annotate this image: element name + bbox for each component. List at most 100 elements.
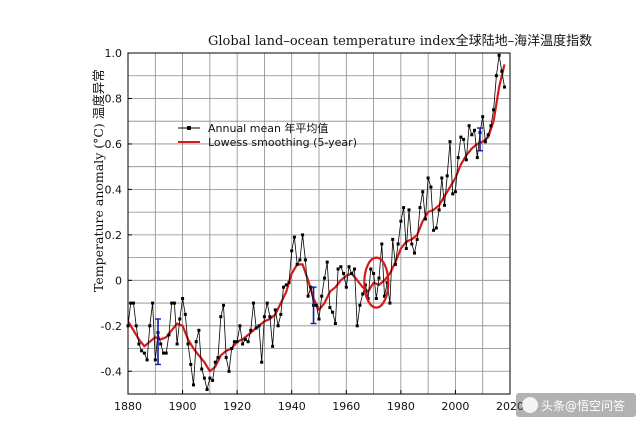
annual-mean-point: [292, 235, 296, 239]
annual-mean-point: [183, 312, 187, 316]
watermark-text: 头条@悟空问答: [541, 398, 625, 413]
error-bars: [155, 127, 483, 366]
annual-mean-point: [227, 369, 231, 373]
annotation-ellipse: [363, 256, 390, 309]
y-tick-label: 0.6: [105, 138, 123, 151]
annual-mean-point: [328, 306, 332, 310]
annual-mean-point: [140, 349, 144, 353]
annual-mean-point: [393, 262, 397, 266]
annual-mean-point: [459, 135, 463, 139]
annual-mean-point: [265, 301, 269, 305]
annual-mean-point: [306, 294, 310, 298]
annual-mean-point: [142, 351, 146, 355]
annual-mean-point: [380, 242, 384, 246]
chart-title: Global land–ocean temperature index全球陆地–…: [208, 33, 592, 49]
annual-mean-point: [186, 342, 190, 346]
lowess-smoothing-series: [127, 64, 506, 373]
y-tick-label: -0.2: [101, 320, 122, 333]
annual-mean-point: [151, 301, 155, 305]
annual-mean-point: [464, 158, 468, 162]
annual-mean-point: [443, 203, 446, 207]
annual-mean-point: [262, 315, 266, 319]
annual-mean-point: [331, 310, 335, 314]
annual-mean-point: [497, 53, 501, 57]
annual-mean-line: [127, 55, 505, 390]
annual-mean-point: [162, 351, 165, 355]
annual-mean-series: [126, 53, 506, 391]
legend: Annual mean 年平均值 Lowess smoothing (5-yea…: [178, 121, 357, 149]
annual-mean-point: [197, 328, 201, 332]
annual-mean-point: [342, 272, 346, 275]
annual-mean-point: [303, 258, 307, 262]
annual-mean-point: [432, 228, 436, 232]
annual-mean-point: [205, 388, 209, 391]
annual-mean-point: [235, 340, 239, 344]
grid-lines: [127, 52, 511, 395]
y-tick-label: 0.4: [105, 183, 123, 196]
annual-mean-point: [252, 301, 255, 305]
annual-mean-point: [167, 333, 171, 337]
annual-mean-point: [396, 242, 400, 246]
annual-mean-point: [189, 362, 193, 366]
annual-mean-point: [410, 242, 414, 246]
annual-mean-point: [219, 315, 223, 319]
highlight-ellipse: [363, 256, 390, 309]
annual-mean-point: [213, 360, 217, 364]
x-tick-label: 1900: [169, 400, 197, 413]
y-tick-label: 0.2: [105, 229, 123, 242]
annual-mean-point: [404, 247, 408, 250]
annual-mean-point: [172, 301, 176, 305]
annual-mean-point: [246, 340, 250, 344]
annual-mean-point: [211, 378, 215, 382]
annual-mean-point: [238, 324, 242, 328]
y-tick-label: 0: [115, 274, 122, 287]
y-tick-label: -0.4: [101, 365, 122, 378]
annual-mean-point: [339, 265, 343, 269]
x-tick-label: 1940: [278, 400, 306, 413]
annual-mean-point: [353, 267, 356, 271]
y-axis-ticks: -0.4 -0.2 0 0.2 0.4 0.6 0.8 1.0: [101, 47, 132, 378]
annual-mean-point: [273, 308, 277, 312]
annual-mean-point: [374, 297, 378, 300]
annual-mean-point: [429, 185, 433, 189]
annual-mean-point: [473, 128, 476, 132]
annual-mean-point: [249, 328, 253, 332]
annual-mean-point: [148, 324, 152, 328]
annual-mean-point: [500, 69, 504, 73]
annual-mean-point: [137, 342, 141, 346]
annual-mean-point: [358, 303, 362, 307]
annual-mean-point: [268, 315, 272, 319]
annual-mean-point: [383, 294, 386, 298]
annual-mean-point: [361, 292, 365, 296]
annual-mean-point: [475, 156, 479, 160]
annual-mean-point: [153, 358, 157, 362]
annual-mean-point: [164, 351, 168, 355]
annual-mean-point: [279, 312, 283, 316]
annual-mean-point: [230, 347, 234, 350]
annual-mean-point: [320, 294, 324, 298]
annual-mean-point: [426, 176, 430, 180]
annual-mean-point: [271, 344, 275, 348]
annual-mean-point: [317, 317, 321, 321]
annual-mean-point: [323, 276, 326, 280]
annual-mean-point: [453, 190, 457, 194]
annual-mean-point: [399, 219, 403, 223]
lowess-line: [127, 64, 506, 373]
annual-mean-point: [423, 217, 427, 221]
annual-mean-point: [462, 137, 466, 141]
legend-annual-label: Annual mean 年平均值: [208, 121, 328, 135]
x-tick-label: 1880: [114, 400, 142, 413]
annual-mean-point: [170, 301, 174, 305]
annual-mean-point: [492, 108, 496, 112]
annual-mean-point: [421, 190, 425, 194]
annual-mean-point: [445, 174, 449, 178]
annual-mean-point: [241, 342, 245, 346]
annual-mean-point: [194, 340, 198, 344]
annual-mean-point: [314, 303, 318, 307]
annual-mean-point: [243, 337, 247, 341]
annual-mean-point: [216, 356, 220, 360]
legend-smooth-label: Lowess smoothing (5-year): [208, 136, 357, 149]
annual-mean-point: [257, 324, 261, 328]
annual-mean-point: [276, 324, 280, 328]
